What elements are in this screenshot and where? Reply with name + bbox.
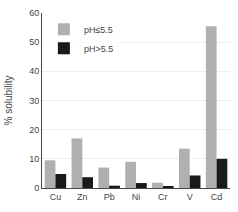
- svg-text:Cd: Cd: [211, 192, 223, 202]
- svg-text:V: V: [187, 192, 193, 202]
- svg-text:20: 20: [29, 125, 39, 135]
- svg-text:pH>5.5: pH>5.5: [84, 44, 113, 54]
- svg-text:0: 0: [34, 183, 39, 193]
- svg-text:Cr: Cr: [158, 192, 168, 202]
- svg-text:Ni: Ni: [132, 192, 141, 202]
- svg-text:% solubility: % solubility: [3, 75, 14, 125]
- svg-text:40: 40: [29, 66, 39, 76]
- svg-text:30: 30: [29, 96, 39, 106]
- svg-text:60: 60: [29, 8, 39, 18]
- svg-text:Cu: Cu: [50, 192, 62, 202]
- svg-text:Zn: Zn: [77, 192, 88, 202]
- svg-text:Pb: Pb: [104, 192, 115, 202]
- svg-text:10: 10: [29, 154, 39, 164]
- svg-text:pH≤5.5: pH≤5.5: [84, 25, 113, 35]
- svg-text:50: 50: [29, 37, 39, 47]
